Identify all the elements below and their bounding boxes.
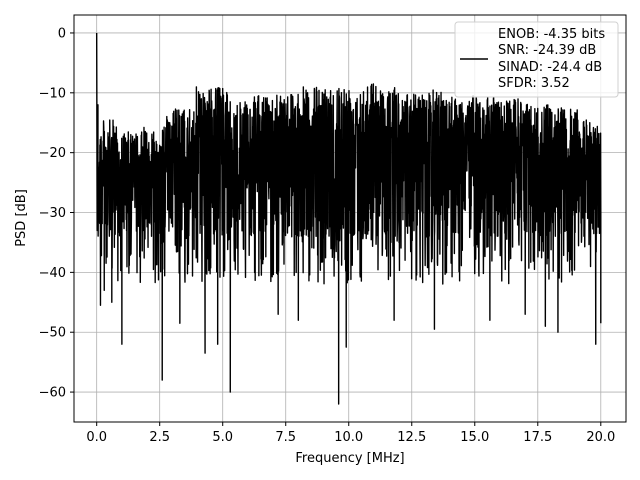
x-axis-ticks: 0.0 2.5 5.0 7.5 10.0 12.5 15.0 17.5 20.0: [86, 422, 615, 445]
x-tick-label: 0.0: [86, 430, 107, 445]
x-tick-label: 20.0: [586, 430, 615, 445]
y-tick-label: −50: [39, 326, 66, 341]
axes-frame: [73, 14, 627, 423]
y-tick-label: 0: [58, 26, 66, 41]
legend-snr: SNR: -24.39 dB: [498, 43, 596, 58]
y-tick-label: −40: [39, 266, 66, 281]
x-tick-label: 17.5: [523, 430, 552, 445]
y-tick-label: −10: [39, 86, 66, 101]
y-axis-ticks: 0 −10 −20 −30 −40 −50 −60: [39, 26, 74, 401]
plot-area: [95, 32, 602, 405]
x-tick-label: 10.0: [334, 430, 363, 445]
psd-series-line: [95, 32, 602, 405]
legend-sinad: SINAD: -24.4 dB: [498, 60, 602, 75]
x-tick-label: 7.5: [275, 430, 296, 445]
x-tick-label: 2.5: [149, 430, 170, 445]
legend-box: [454, 21, 619, 98]
x-tick-label: 15.0: [460, 430, 489, 445]
legend-enob: ENOB: -4.35 bits: [498, 27, 605, 42]
y-axis-label: PSD [dB]: [14, 189, 29, 247]
x-axis-label: Frequency [MHz]: [295, 451, 404, 466]
x-tick-label: 12.5: [397, 430, 426, 445]
y-tick-label: −30: [39, 206, 66, 221]
y-tick-label: −20: [39, 146, 66, 161]
legend-sfdr: SFDR: 3.52: [498, 76, 570, 91]
legend: ENOB: -4.35 bits SNR: -24.39 dB SINAD: -…: [454, 21, 619, 98]
y-tick-label: −60: [39, 386, 66, 401]
x-tick-label: 5.0: [212, 430, 233, 445]
